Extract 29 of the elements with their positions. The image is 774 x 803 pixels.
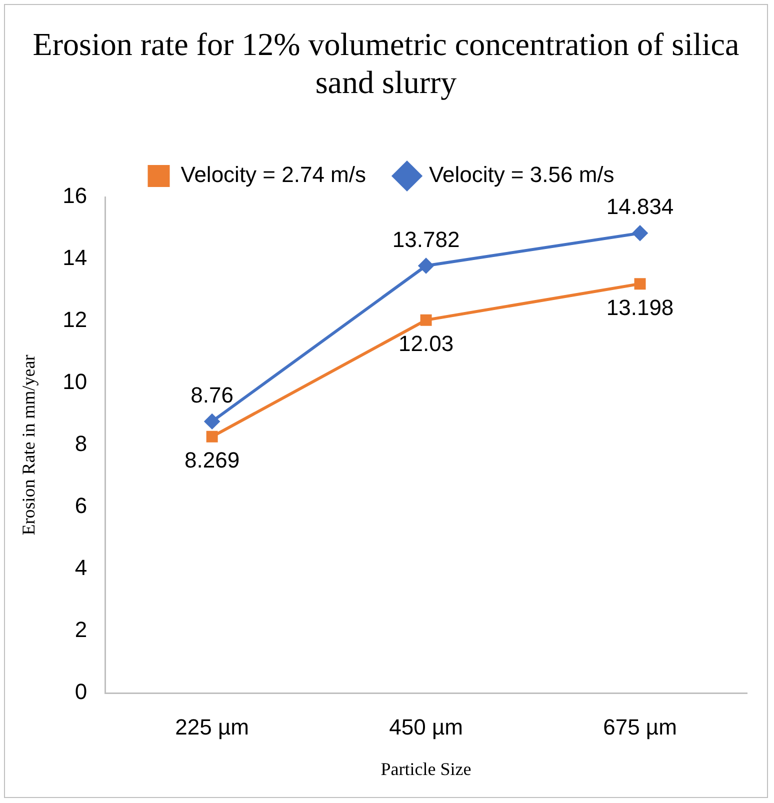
point xyxy=(634,278,646,290)
legend-label: Velocity = 2.74 m/s xyxy=(180,162,366,188)
data-label: 8.269 xyxy=(184,448,240,473)
data-label: 14.834 xyxy=(606,194,674,220)
data-label: 12.03 xyxy=(398,331,454,356)
y-tick-label: 16 xyxy=(62,183,88,208)
y-tick-label: 14 xyxy=(62,245,88,270)
y-axis-title: Erosion Rate in mm/year xyxy=(18,354,39,536)
point xyxy=(420,314,432,326)
x-tick-label: 225 µm xyxy=(175,714,249,740)
data-label: 8.76 xyxy=(190,382,234,408)
x-tick-label: 450 µm xyxy=(389,714,463,740)
x-axis-title: Particle Size xyxy=(380,758,472,779)
y-tick-label: 0 xyxy=(74,679,88,704)
chart-title: Erosion rate for 12% volumetric concentration of silica sand slurry xyxy=(32,25,740,101)
data-label: 13.198 xyxy=(606,294,674,320)
y-tick-label: 2 xyxy=(74,617,88,642)
point xyxy=(632,226,648,241)
legend-label: Velocity = 3.56 m/s xyxy=(429,162,614,188)
y-tick-label: 6 xyxy=(74,493,88,518)
point xyxy=(204,414,220,429)
y-tick-label: 4 xyxy=(74,555,88,580)
y-tick-label: 8 xyxy=(74,431,88,456)
x-tick-label: 675 µm xyxy=(603,714,677,740)
data-label: 13.782 xyxy=(392,226,460,252)
point xyxy=(418,258,434,274)
y-tick-label: 10 xyxy=(62,369,88,394)
point xyxy=(206,430,218,442)
y-tick-label: 12 xyxy=(62,307,88,332)
